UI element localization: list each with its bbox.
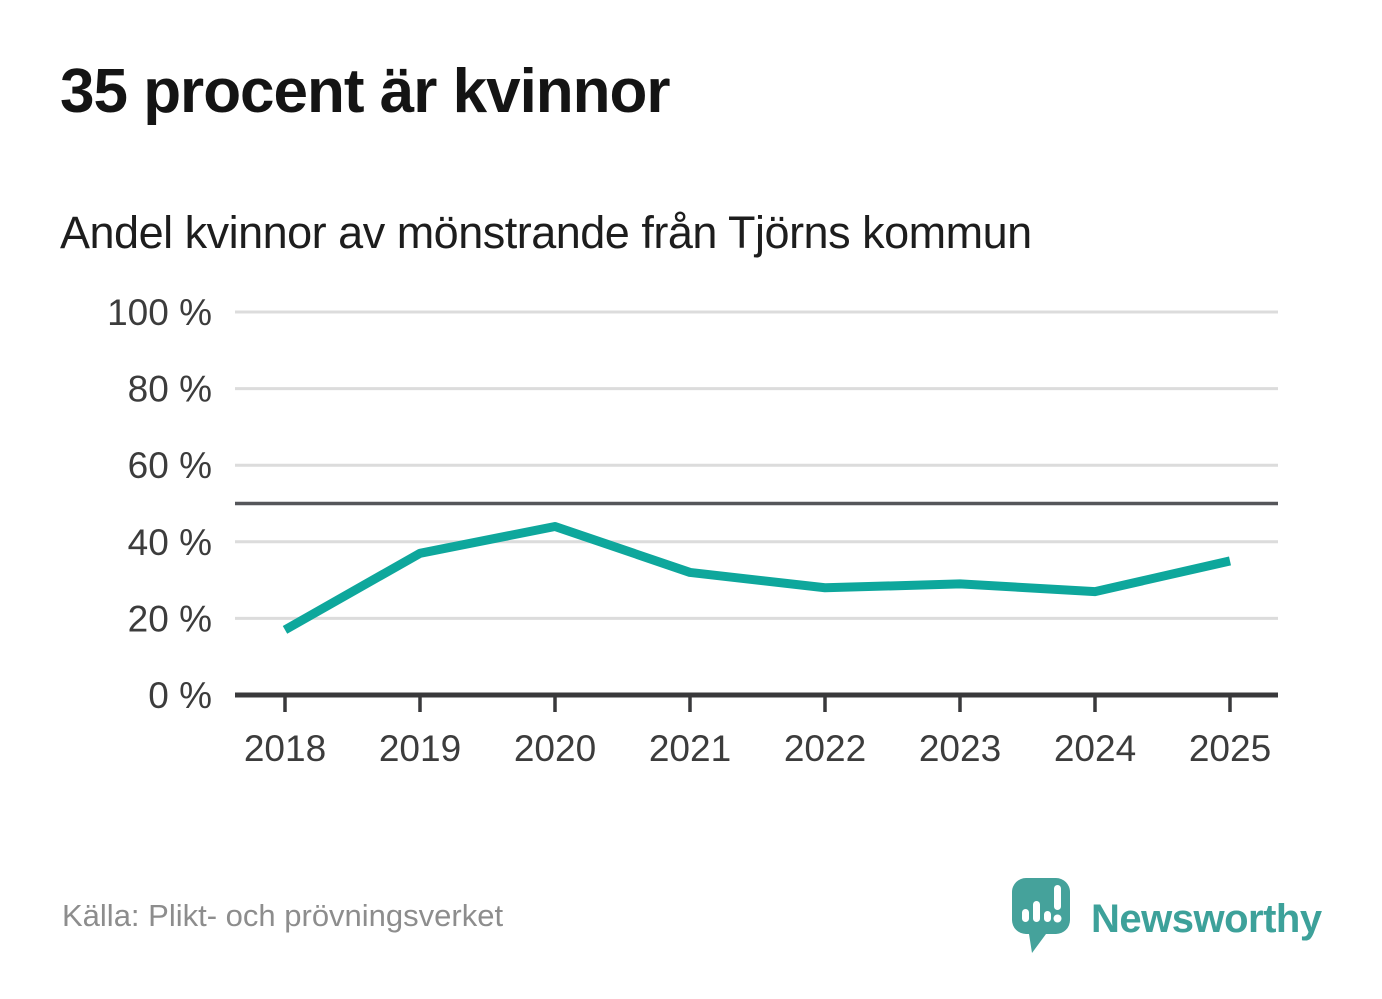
source-note: Källa: Plikt- och prövningsverket: [62, 898, 504, 933]
x-axis-label: 2019: [379, 728, 461, 769]
exclamation-dot: [1053, 914, 1062, 923]
x-axis-label: 2024: [1054, 728, 1136, 769]
exclamation-bar: [1054, 885, 1061, 910]
y-axis-label: 100 %: [107, 292, 212, 333]
y-axis-label: 60 %: [128, 445, 212, 486]
x-axis-label: 2023: [919, 728, 1001, 769]
x-axis-label: 2018: [244, 728, 326, 769]
y-axis-label: 80 %: [128, 369, 212, 410]
y-axis-label: 20 %: [128, 598, 212, 639]
speech-bubble-shape: [1012, 878, 1070, 953]
chart-subtitle: Andel kvinnor av mönstrande från Tjörns …: [60, 207, 1032, 258]
y-axis-label: 0 %: [148, 675, 212, 716]
x-axis-label: 2020: [514, 728, 596, 769]
x-axis-label: 2025: [1189, 728, 1271, 769]
newsworthy-logo-text: Newsworthy: [1091, 897, 1322, 941]
x-axis-label: 2021: [649, 728, 731, 769]
page-title: 35 procent är kvinnor: [60, 57, 671, 126]
data-line: [282, 521, 1231, 634]
newsworthy-logo-icon: [1012, 878, 1070, 953]
x-axis-label: 2022: [784, 728, 866, 769]
y-axis-label: 40 %: [128, 522, 212, 563]
newsworthy-logo: Newsworthy: [1012, 878, 1322, 954]
bar-chart-glyph: [1022, 885, 1062, 923]
